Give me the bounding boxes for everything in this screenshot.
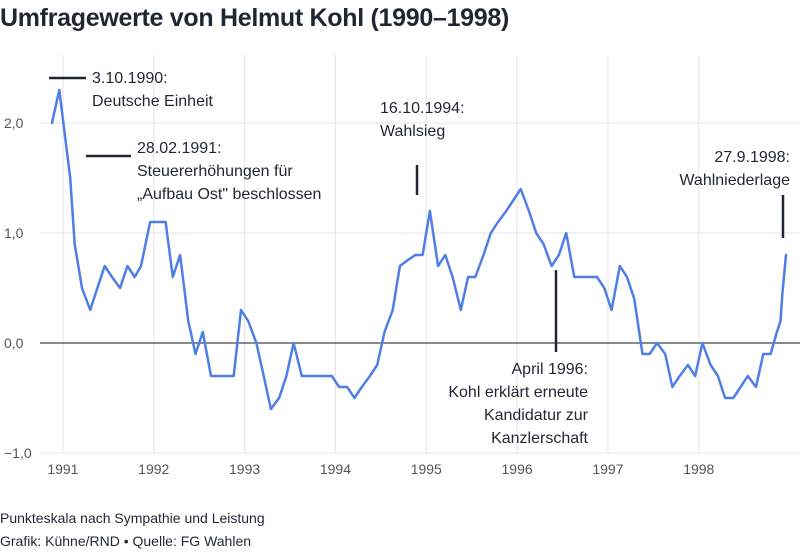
x-tick-label: 1996 bbox=[502, 461, 533, 477]
annotation-text: Kohl erklärt erneute bbox=[448, 384, 588, 401]
grid bbox=[40, 55, 800, 454]
annotation: 3.10.1990: Deutsche Einheit bbox=[49, 70, 214, 110]
annotation: 27.9.1998: Wahlniederlage bbox=[679, 149, 790, 238]
x-tick-label: 1992 bbox=[138, 461, 169, 477]
y-axis: 2,0 1,0 0,0 −1,0 bbox=[4, 115, 32, 461]
annotation-text: Kandidatur zur bbox=[484, 407, 589, 424]
annotation-text: April 1996: bbox=[512, 361, 589, 378]
annotation: 28.02.1991: Steuererhöhungen für „Aufbau O… bbox=[86, 140, 321, 203]
x-tick-label: 1998 bbox=[683, 461, 714, 477]
y-tick-label: 1,0 bbox=[4, 225, 24, 241]
annotation: 16.10.1994: Wahlsieg bbox=[380, 100, 465, 195]
annotation-text: Wahlniederlage bbox=[679, 172, 790, 189]
annotation-text: Steuererhöhungen für bbox=[137, 163, 293, 180]
x-tick-label: 1991 bbox=[47, 461, 78, 477]
x-tick-label: 1994 bbox=[320, 461, 351, 477]
x-tick-label: 1997 bbox=[592, 461, 623, 477]
annotation-text: Wahlsieg bbox=[380, 123, 445, 140]
y-tick-label: −1,0 bbox=[4, 445, 32, 461]
source-note: Grafik: Kühne/RND • Quelle: FG Wahlen bbox=[0, 533, 252, 549]
x-tick-label: 1995 bbox=[411, 461, 442, 477]
annotation-text: Kanzlerschaft bbox=[491, 430, 588, 447]
series-line bbox=[50, 88, 788, 411]
annotation: April 1996: Kohl erklärt erneute Kandidatu… bbox=[448, 270, 589, 447]
y-tick-label: 2,0 bbox=[4, 115, 24, 131]
annotation-text: „Aufbau Ost" beschlossen bbox=[137, 186, 321, 203]
annotation-text: 16.10.1994: bbox=[380, 100, 465, 117]
chart-title: Umfragewerte von Helmut Kohl (1990–1998) bbox=[0, 4, 510, 32]
series bbox=[50, 88, 788, 411]
x-tick-label: 1993 bbox=[229, 461, 260, 477]
annotation-text: Deutsche Einheit bbox=[92, 93, 214, 110]
annotation-text: 27.9.1998: bbox=[714, 149, 790, 166]
x-axis: 1991 1992 1993 1994 1995 1996 1997 1998 bbox=[47, 461, 714, 477]
scale-note: Punkteskala nach Sympathie und Leistung bbox=[0, 510, 265, 526]
annotation-text: 28.02.1991: bbox=[137, 140, 222, 157]
annotations: 3.10.1990: Deutsche Einheit 28.02.1991: Ste… bbox=[49, 70, 790, 447]
y-tick-label: 0,0 bbox=[4, 335, 24, 351]
annotation-text: 3.10.1990: bbox=[92, 70, 168, 87]
